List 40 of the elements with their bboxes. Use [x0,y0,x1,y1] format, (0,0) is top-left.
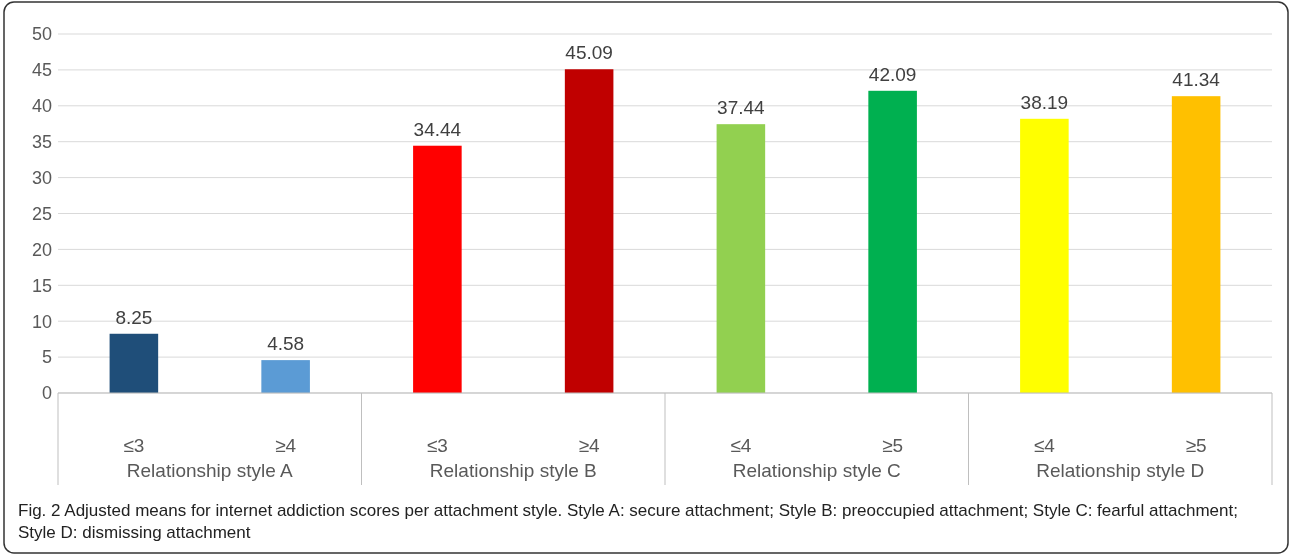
bar [109,333,159,393]
data-label: 8.25 [115,306,153,328]
data-label: 45.09 [565,42,613,64]
y-tick-label: 30 [31,167,52,188]
x-tick-label: ≥4 [578,435,601,456]
data-label: 38.19 [1020,91,1069,113]
data-label: 34.44 [413,118,462,140]
bar [261,360,310,393]
caption: Fig. 2 Adjusted means for internet addiction scores per attachment style. Style A: secure attachment; Style B: preoccupied attachment; Style C: fearful attachment; Style D: dismissing attachment [18,501,1238,542]
x-tick-label: ≤4 [730,435,752,456]
y-tick-label: 5 [41,347,52,368]
bar [564,69,614,393]
data-label: 42.09 [868,63,917,85]
y-tick-label: 25 [31,203,52,224]
y-tick-label: 50 [31,24,52,45]
y-tick-label: 10 [31,311,52,332]
bar [716,124,766,393]
data-label: 41.34 [1172,69,1221,91]
bar [1020,118,1069,393]
bar [868,90,917,393]
y-tick-label: 45 [31,60,52,81]
x-tick-label: ≥5 [1185,435,1207,456]
y-tick-label: 0 [41,383,52,404]
data-label: 4.58 [267,333,305,355]
x-tick-label: ≤3 [426,435,448,456]
bar [413,145,462,393]
x-tick-label: ≤4 [1033,435,1056,456]
text: Relationship style D [1036,460,1205,481]
text: Relationship style A [126,460,293,481]
x-tick-label: ≥4 [275,435,297,456]
y-tick-label: 40 [31,96,52,117]
y-tick-label: 20 [31,239,52,260]
x-tick-label: ≥5 [882,435,904,456]
text: Relationship style C [732,460,901,481]
bar [1171,96,1221,393]
x-tick-label: ≤3 [123,435,145,456]
data-label: 37.44 [717,97,766,119]
y-tick-label: 15 [31,275,52,296]
y-tick-label: 35 [31,132,52,152]
text: Relationship style B [429,460,597,481]
